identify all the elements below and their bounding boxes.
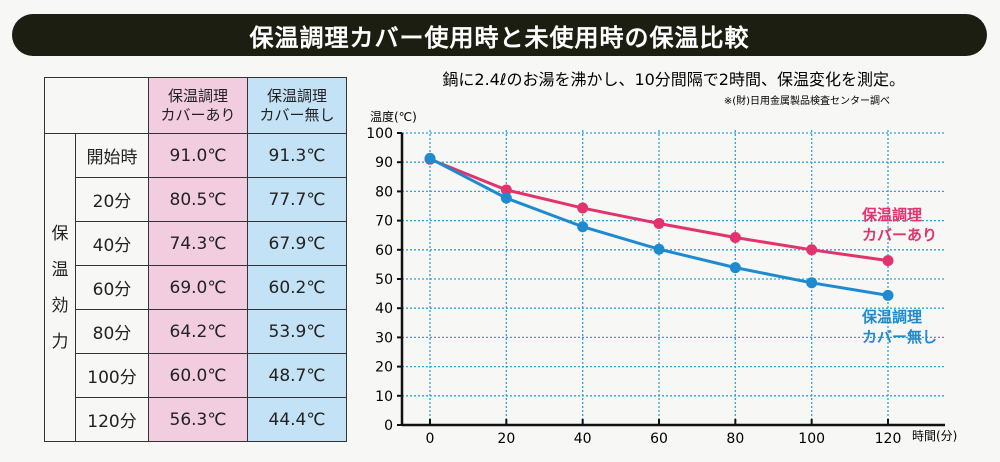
header-without-cover: 保温調理 カバー無し — [247, 77, 347, 134]
data-point — [882, 255, 894, 267]
y-tick-label: 80 — [375, 184, 393, 200]
y-tick-label: 20 — [375, 360, 393, 376]
x-axis-label: 時間(分) — [912, 429, 957, 443]
y-tick-label: 0 — [384, 418, 393, 434]
data-point — [806, 277, 818, 289]
table-row: 120分 56.3℃ 44.4℃ — [45, 397, 347, 442]
value-with-cover: 60.0℃ — [148, 353, 248, 398]
table-row: 40分 74.3℃ 67.9℃ — [45, 221, 347, 266]
x-tick-label: 40 — [574, 431, 592, 447]
data-point — [729, 262, 741, 274]
title-banner: 保温調理カバー使用時と未使用時の保温比較 — [12, 14, 987, 56]
y-tick-label: 70 — [375, 214, 393, 230]
value-without-cover: 53.9℃ — [247, 309, 347, 354]
x-tick-label: 20 — [497, 431, 515, 447]
data-point — [577, 202, 589, 214]
value-without-cover: 48.7℃ — [247, 353, 347, 398]
value-without-cover: 60.2℃ — [247, 265, 347, 310]
legend-label-line1: 保温調理 — [861, 206, 922, 224]
x-tick-label: 0 — [426, 431, 435, 447]
table-row: 60分 69.0℃ 60.2℃ — [45, 265, 347, 310]
data-table: 保温調理 カバーあり 保温調理 カバー無し保温効力開始時 91.0℃ 91.3℃ 20分… — [44, 77, 347, 442]
y-tick-label: 60 — [375, 243, 393, 259]
row-label: 20分 — [75, 177, 149, 222]
data-point — [577, 221, 589, 233]
y-tick-label: 10 — [375, 389, 393, 405]
y-tick-label: 40 — [375, 301, 393, 317]
table-row: 保温効力開始時 91.0℃ 91.3℃ — [44, 133, 347, 442]
data-point — [806, 244, 818, 256]
data-point — [500, 192, 512, 204]
value-with-cover: 80.5℃ — [148, 177, 248, 222]
table-row: 100分 60.0℃ 48.7℃ — [45, 353, 347, 398]
row-label: 40分 — [75, 221, 149, 266]
y-tick-label: 50 — [375, 272, 393, 288]
value-with-cover: 56.3℃ — [148, 397, 248, 442]
data-point — [882, 289, 894, 301]
legend-label-line2: カバーあり — [862, 226, 937, 244]
corner-cell — [44, 77, 149, 134]
x-tick-label: 80 — [726, 431, 744, 447]
y-tick-label: 100 — [366, 126, 393, 142]
row-label: 開始時 — [75, 133, 149, 178]
value-with-cover: 69.0℃ — [148, 265, 248, 310]
table-row: 20分 80.5℃ 77.7℃ — [45, 177, 347, 222]
value-with-cover: 91.0℃ — [148, 133, 248, 178]
value-with-cover: 74.3℃ — [148, 221, 248, 266]
value-without-cover: 44.4℃ — [247, 397, 347, 442]
legend-label-line2: カバー無し — [862, 328, 937, 346]
data-point — [729, 232, 741, 244]
y-axis-label: 温度(℃) — [370, 109, 417, 124]
chart-title: 鍋に2.4ℓのお湯を沸かし、10分間隔で2時間、保温変化を測定。 — [442, 70, 905, 89]
page-title: 保温調理カバー使用時と未使用時の保温比較 — [249, 23, 750, 52]
data-point — [653, 218, 665, 230]
data-point — [424, 152, 436, 164]
data-point — [500, 184, 512, 196]
side-label: 保温効力 — [44, 133, 76, 442]
data-point — [653, 243, 665, 255]
row-label: 80分 — [75, 309, 149, 354]
value-without-cover: 77.7℃ — [247, 177, 347, 222]
row-label: 120分 — [75, 397, 149, 442]
chart-subtitle: ※(財)日用金属製品検査センター調べ — [724, 94, 890, 107]
x-tick-label: 100 — [798, 431, 825, 447]
legend-label-line1: 保温調理 — [861, 308, 922, 326]
y-tick-label: 90 — [375, 155, 393, 171]
value-without-cover: 91.3℃ — [247, 133, 347, 178]
y-tick-label: 30 — [375, 330, 393, 346]
x-tick-label: 60 — [650, 431, 668, 447]
row-label: 60分 — [75, 265, 149, 310]
x-tick-label: 120 — [875, 431, 902, 447]
